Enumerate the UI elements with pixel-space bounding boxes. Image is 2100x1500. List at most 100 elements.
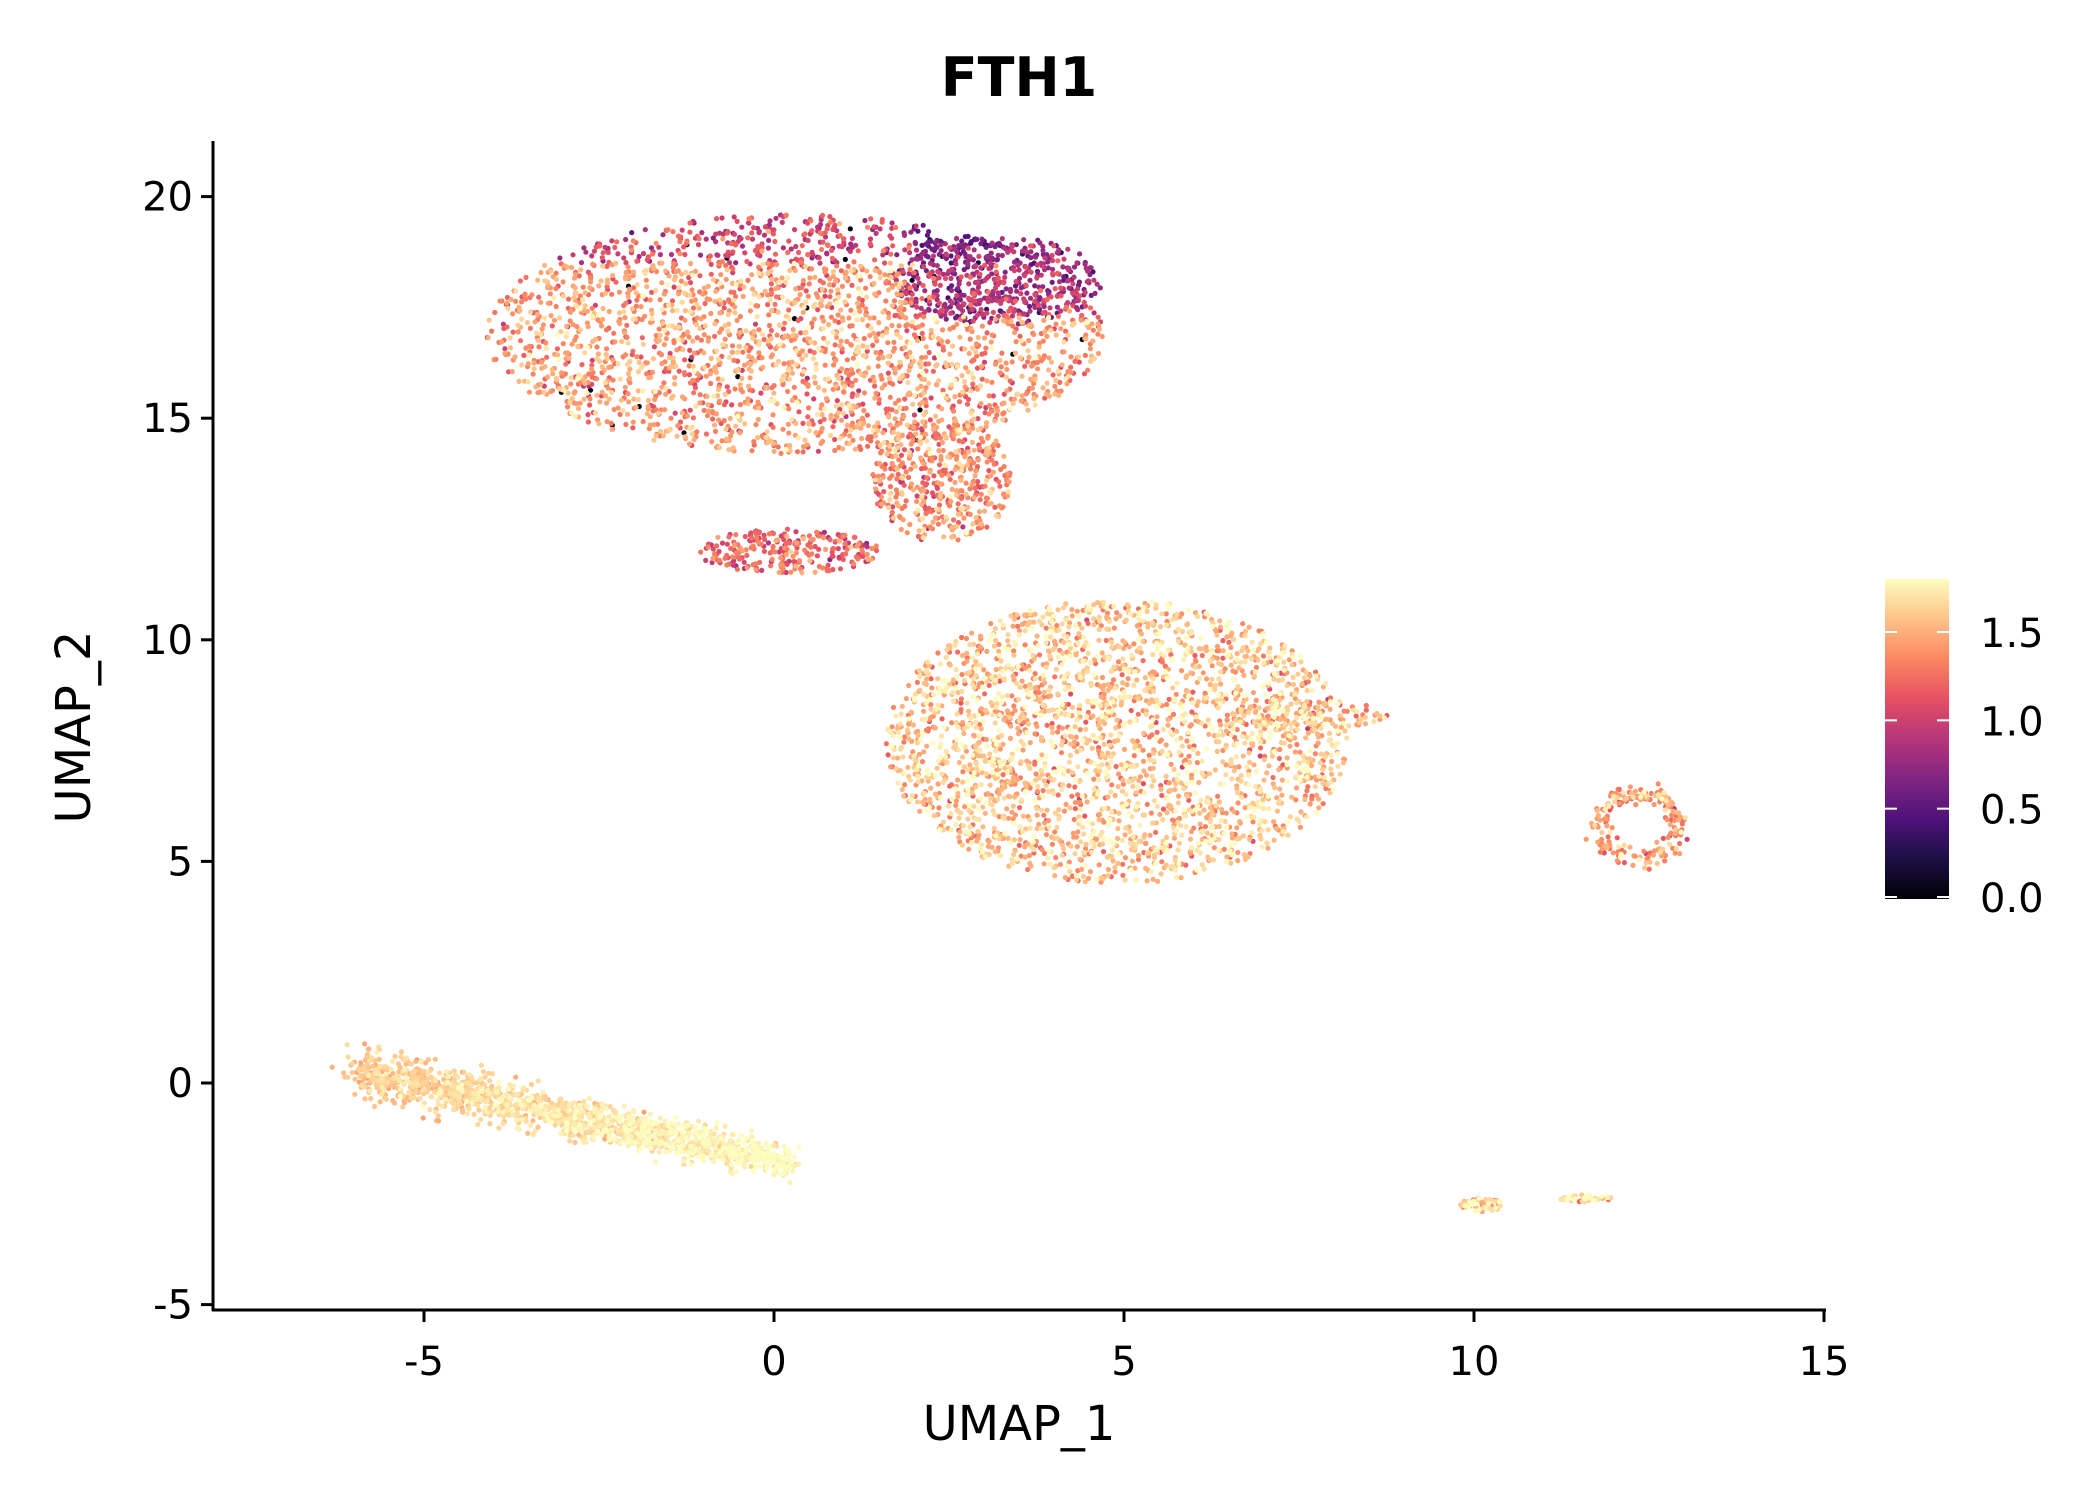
data-point [1159, 859, 1165, 865]
data-point [829, 553, 835, 560]
data-point [854, 392, 860, 398]
data-point [1189, 709, 1195, 715]
data-point [1320, 801, 1326, 807]
data-point [401, 1098, 407, 1104]
data-point [1115, 835, 1121, 842]
data-point [914, 314, 920, 320]
data-point [1226, 639, 1232, 646]
data-point [604, 419, 610, 425]
data-point [1105, 687, 1111, 693]
data-point [1111, 677, 1117, 683]
data-point [1075, 307, 1081, 313]
data-point [1363, 702, 1369, 709]
data-point [1235, 800, 1241, 806]
data-point [911, 412, 918, 418]
data-point [1081, 371, 1088, 377]
data-point [1083, 336, 1089, 342]
data-point [1055, 258, 1061, 264]
data-point [999, 252, 1005, 259]
data-point [840, 556, 846, 563]
data-point [958, 706, 964, 713]
data-point [538, 299, 544, 305]
data-point [838, 268, 844, 274]
data-point [1011, 268, 1018, 274]
data-point [826, 322, 832, 328]
data-point [1166, 780, 1172, 786]
data-point [1246, 624, 1252, 630]
data-point [907, 250, 913, 256]
data-point [971, 447, 977, 453]
data-point [685, 329, 691, 335]
data-point [485, 335, 491, 341]
data-point [741, 284, 747, 290]
data-point [709, 559, 715, 566]
data-point [785, 421, 792, 427]
data-point [492, 309, 498, 316]
data-point [756, 405, 762, 411]
data-point [854, 300, 861, 306]
data-point [1216, 823, 1222, 830]
data-point [989, 379, 995, 385]
data-point [1633, 802, 1639, 808]
data-point [849, 323, 855, 329]
data-point [827, 537, 833, 543]
data-point [786, 430, 792, 436]
data-point [723, 263, 729, 269]
data-point [1115, 737, 1121, 744]
data-point [974, 365, 981, 371]
data-point [671, 340, 677, 346]
data-point [932, 281, 938, 287]
data-point [728, 545, 734, 552]
data-point [1218, 722, 1224, 728]
data-point [843, 551, 849, 557]
data-point [921, 708, 927, 714]
data-point [614, 239, 620, 245]
data-point [1265, 845, 1271, 851]
data-point [977, 644, 984, 650]
data-point [875, 420, 881, 426]
data-point [502, 350, 508, 356]
data-point [588, 279, 594, 285]
data-point [793, 420, 799, 427]
data-point [1027, 308, 1033, 314]
data-point [926, 271, 932, 277]
data-point [707, 253, 713, 259]
data-point [969, 481, 975, 487]
data-point [600, 250, 606, 256]
data-point [875, 501, 881, 507]
data-point [994, 407, 1001, 414]
data-point [997, 370, 1003, 376]
data-point [989, 844, 995, 850]
data-point [903, 291, 909, 297]
data-point [935, 521, 942, 527]
data-point [716, 557, 722, 564]
data-point [793, 243, 799, 250]
data-point [1012, 329, 1018, 336]
data-point [793, 563, 799, 569]
data-point [996, 641, 1002, 648]
data-point [1075, 792, 1081, 798]
data-point [553, 303, 559, 310]
data-point [761, 536, 768, 543]
data-point [934, 238, 940, 244]
data-point [605, 385, 611, 391]
data-point [876, 400, 882, 406]
data-point [1117, 613, 1123, 619]
data-point [844, 422, 850, 428]
data-point [948, 275, 954, 281]
data-point [1065, 246, 1071, 252]
data-point [921, 680, 928, 686]
data-point [909, 291, 915, 297]
data-point [625, 264, 631, 270]
data-point [985, 295, 991, 301]
data-point [1049, 841, 1055, 847]
data-point [1362, 721, 1368, 727]
data-point [863, 306, 869, 312]
data-point [580, 377, 587, 383]
data-point [885, 287, 892, 293]
data-point [657, 252, 664, 258]
data-point [898, 292, 905, 298]
data-point [919, 296, 925, 302]
data-point [630, 238, 636, 244]
data-point [1595, 839, 1601, 845]
